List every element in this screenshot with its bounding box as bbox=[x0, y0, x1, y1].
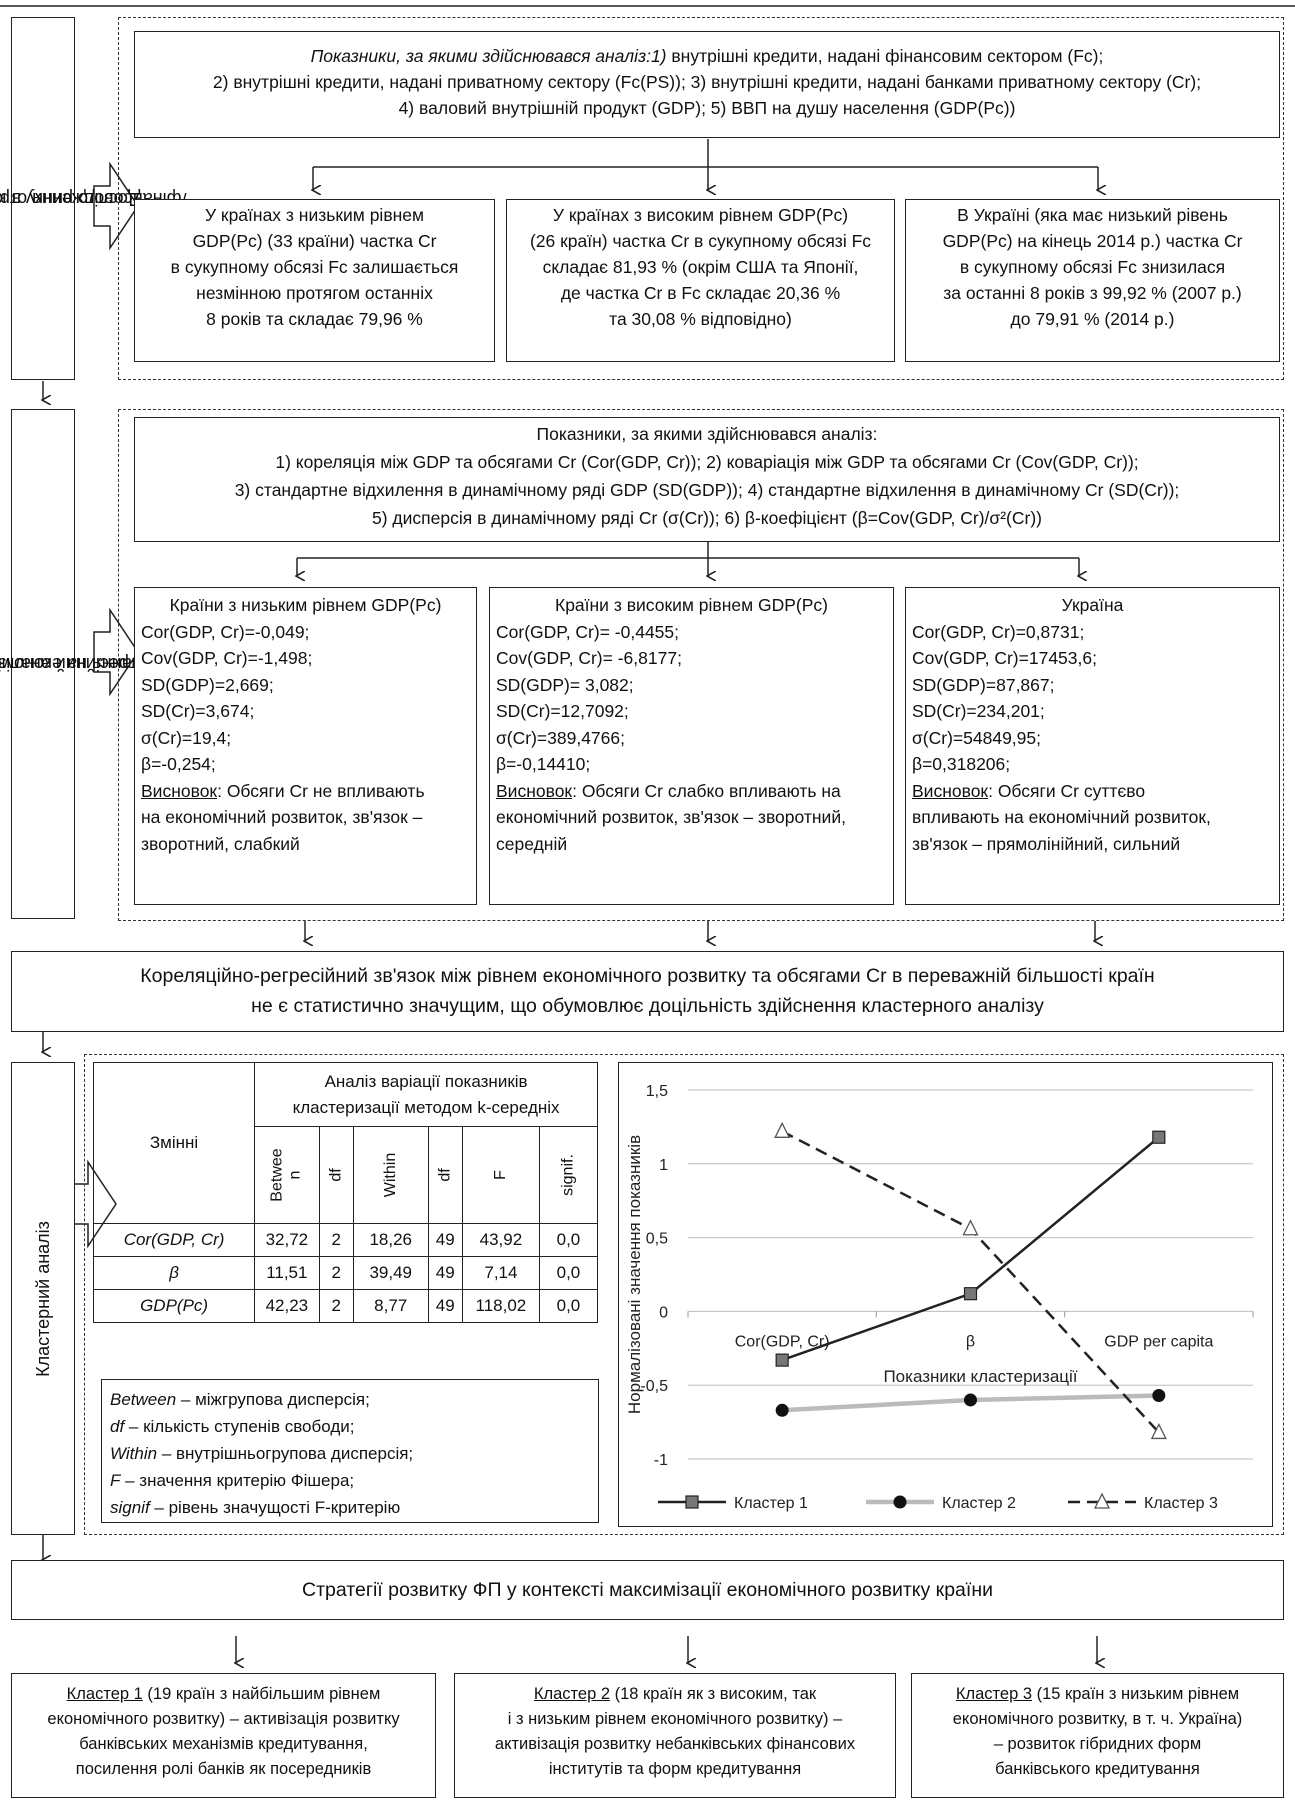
data-point bbox=[1152, 1389, 1166, 1403]
strategy-cluster1-box: Кластер 1 (19 країн з найбільшим рівнем … bbox=[11, 1673, 436, 1798]
legend-marker bbox=[1093, 1492, 1111, 1509]
section2-container bbox=[118, 409, 1284, 921]
table-cell: 18,26 bbox=[352, 1223, 429, 1257]
strategy-title-box: Стратегії розвитку ФП у контексті максим… bbox=[11, 1560, 1284, 1620]
x-axis-title: Показники кластеризації bbox=[883, 1367, 1077, 1386]
variation-table: Змінні Аналіз варіації показників кластер… bbox=[92, 1062, 599, 1323]
y-axis-title: Нормалізовані значення показників bbox=[625, 1135, 644, 1414]
legend-marker bbox=[893, 1495, 907, 1509]
table-cell: 32,72 bbox=[254, 1223, 320, 1257]
data-point bbox=[774, 1121, 791, 1138]
column-header: df bbox=[318, 1126, 354, 1224]
column-header: Betwee n bbox=[254, 1126, 320, 1224]
data-point bbox=[963, 1287, 978, 1301]
section2-indicators-box: Показники, за якими здійснювався аналіз:… bbox=[134, 417, 1280, 542]
table-cell: 0,0 bbox=[538, 1223, 599, 1257]
section1-container bbox=[118, 17, 1284, 380]
section3-label: Кластерний аналіз bbox=[11, 1062, 75, 1535]
table-cell: 2 bbox=[318, 1223, 354, 1257]
column-header: F bbox=[461, 1126, 540, 1224]
table-cell: 8,77 bbox=[352, 1289, 429, 1323]
y-tick-label: -1 bbox=[654, 1452, 668, 1469]
column-header: Within bbox=[352, 1126, 429, 1224]
y-tick-label: 1,5 bbox=[646, 1083, 668, 1100]
table-cell: 2 bbox=[318, 1256, 354, 1290]
table-cell: 0,0 bbox=[538, 1289, 599, 1323]
y-tick-label: -0,5 bbox=[640, 1378, 668, 1395]
table-cell: 7,14 bbox=[461, 1256, 540, 1290]
x-tick-label: β bbox=[966, 1333, 975, 1350]
section1-indicators-box: Показники, за якими здійснювався аналіз:… bbox=[134, 31, 1280, 138]
y-tick-label: 0,5 bbox=[646, 1231, 668, 1248]
table-cell: 2 bbox=[318, 1289, 354, 1323]
data-point bbox=[962, 1219, 979, 1236]
legend-marker bbox=[685, 1495, 699, 1509]
cluster-chart: 1,5 1 0,5 0 -0,5 -1 Cor(GDP, Cr) β GDP per capit… bbox=[625, 1083, 1254, 1512]
section1-high-box: У країнах з високим рівнем GDP(Pc) (26 кр… bbox=[506, 199, 895, 362]
legend-label: Кластер 2 bbox=[942, 1495, 1016, 1512]
x-tick-label: Cor(GDP, Cr) bbox=[735, 1333, 830, 1350]
legend-label: Кластер 1 bbox=[734, 1495, 808, 1512]
section2-high-box: Країни з високим рівнем GDP(Pc) Cor(GDP,… bbox=[489, 587, 894, 905]
section1-label: Дослідження структури/фінансового ринку … bbox=[0, 17, 186, 380]
section2-low-box: Країни з низьким рівнем GDP(Pc) Cor(GDP,… bbox=[134, 587, 477, 905]
y-tick-label: 0 bbox=[659, 1304, 668, 1321]
row-name: β bbox=[92, 1256, 256, 1290]
column-header: signif. bbox=[538, 1126, 599, 1224]
y-tick-label: 1 bbox=[659, 1157, 668, 1174]
x-tick-label: GDP per capita bbox=[1104, 1333, 1213, 1350]
column-header: df bbox=[427, 1126, 463, 1224]
summary-box: Кореляційно-регресійний зв'язок між рівн… bbox=[11, 951, 1284, 1032]
table-cell: 43,92 bbox=[461, 1223, 540, 1257]
series-line-1 bbox=[781, 1136, 1160, 1362]
data-point bbox=[775, 1403, 789, 1417]
section2-ukraine-box: Україна Cor(GDP, Cr)=0,8731; Cov(GDP, Cr)… bbox=[905, 587, 1280, 905]
strategy-cluster2-box: Кластер 2 (18 країн як з високим, так і … bbox=[454, 1673, 896, 1798]
data-point bbox=[964, 1393, 977, 1407]
data-point bbox=[1150, 1422, 1167, 1440]
table-cell: 39,49 bbox=[352, 1256, 429, 1290]
section1-low-box: У країнах з низьким рівнем GDP(Pc) (33 кр… bbox=[134, 199, 495, 362]
section3-container bbox=[84, 1054, 1284, 1535]
table-legend: Between – міжгрупова дисперсія; df – кіл… bbox=[101, 1379, 599, 1523]
row-name: Cor(GDP, Cr) bbox=[92, 1223, 256, 1257]
section2-label: Кореляційно-регресійний аналіз впливу ба… bbox=[0, 409, 266, 919]
data-point bbox=[775, 1353, 789, 1367]
variables-header: Змінні bbox=[92, 1062, 256, 1224]
row-name: GDP(Pc) bbox=[92, 1289, 256, 1323]
table-cell: 42,23 bbox=[254, 1289, 320, 1323]
strategy-cluster3-box: Кластер 3 (15 країн з низьким рівнем еко… bbox=[911, 1673, 1284, 1798]
data-point bbox=[1152, 1130, 1166, 1144]
table-cell: 118,02 bbox=[461, 1289, 540, 1323]
table-cell: 49 bbox=[427, 1223, 463, 1257]
table-cell: 0,0 bbox=[538, 1256, 599, 1290]
table-cell: 49 bbox=[427, 1289, 463, 1323]
table-cell: 11,51 bbox=[254, 1256, 320, 1290]
series-line-3 bbox=[781, 1130, 1160, 1434]
legend-label: Кластер 3 bbox=[1144, 1495, 1218, 1512]
section1-ukraine-box: В Україні (яка має низький рівень GDP(Pc)… bbox=[905, 199, 1280, 362]
table-cell: 49 bbox=[427, 1256, 463, 1290]
